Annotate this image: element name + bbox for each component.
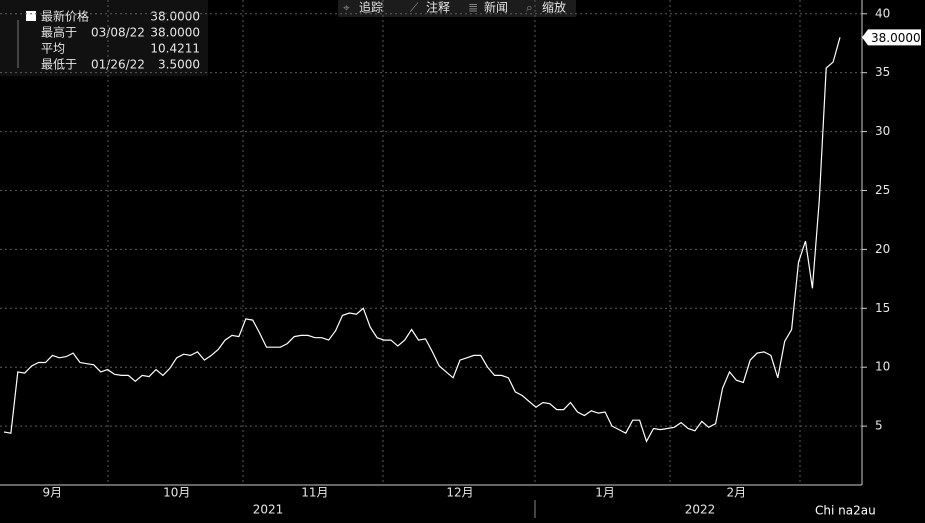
y-tick-label: 20 <box>875 242 890 256</box>
year-label: 2021 <box>253 503 284 517</box>
toolbar-button[interactable]: 注释 <box>426 0 450 15</box>
toolbar-button[interactable]: 新闻 <box>484 0 508 15</box>
toolbar-bg <box>338 0 576 17</box>
y-tick-label: 35 <box>875 65 890 79</box>
y-tick-label: 10 <box>875 360 890 374</box>
last-value-tag <box>862 29 921 46</box>
legend-name: 平均 <box>41 42 65 56</box>
legend-name: 最新价格 <box>41 9 89 24</box>
toolbar-icon: ⌕ <box>526 1 533 15</box>
toolbar: ⌖ 追踪 ⟋ 注释 ≣ 新闻 ⌕ 缩放 <box>338 0 576 17</box>
last-value-label: 38.0000 <box>871 31 921 45</box>
y-tick-label: 5 <box>875 419 883 433</box>
x-tick-label: 9月 <box>43 486 63 500</box>
toolbar-icon: ≣ <box>468 1 478 15</box>
x-tick-label: 10月 <box>163 486 190 500</box>
legend-name: 最低于 <box>41 58 77 72</box>
legend-value: 38.0000 <box>150 10 200 24</box>
legend-value: 3.5000 <box>158 58 200 72</box>
legend-date: 01/26/22 <box>91 58 145 72</box>
price-line <box>3 37 841 443</box>
y-tick-label: 15 <box>875 301 890 315</box>
x-tick-label: 2月 <box>727 486 747 500</box>
x-tick-label: 11月 <box>301 486 328 500</box>
toolbar-icon: ⌖ <box>343 1 350 15</box>
legend-value: 38.0000 <box>150 26 200 40</box>
x-tick-label: 12月 <box>446 486 473 500</box>
toolbar-button[interactable]: 缩放 <box>542 0 566 15</box>
y-tick-label: 25 <box>875 183 890 197</box>
legend: 最新价格 38.0000 最高于 03/08/22 38.0000 平均 10.4211 最低… <box>0 0 208 76</box>
x-tick-label: 1月 <box>595 486 615 500</box>
legend-date: 03/08/22 <box>91 26 145 40</box>
legend-value: 10.4211 <box>150 42 200 56</box>
watermark: Chi na2au <box>815 504 876 518</box>
year-label: 2022 <box>685 503 716 517</box>
y-tick-label: 40 <box>875 6 890 20</box>
toolbar-icon: ⟋ <box>410 1 419 15</box>
legend-name: 最高于 <box>41 25 77 40</box>
y-tick-label: 30 <box>875 124 890 138</box>
toolbar-button[interactable]: 追踪 <box>359 0 383 15</box>
legend-swatch <box>26 11 36 21</box>
